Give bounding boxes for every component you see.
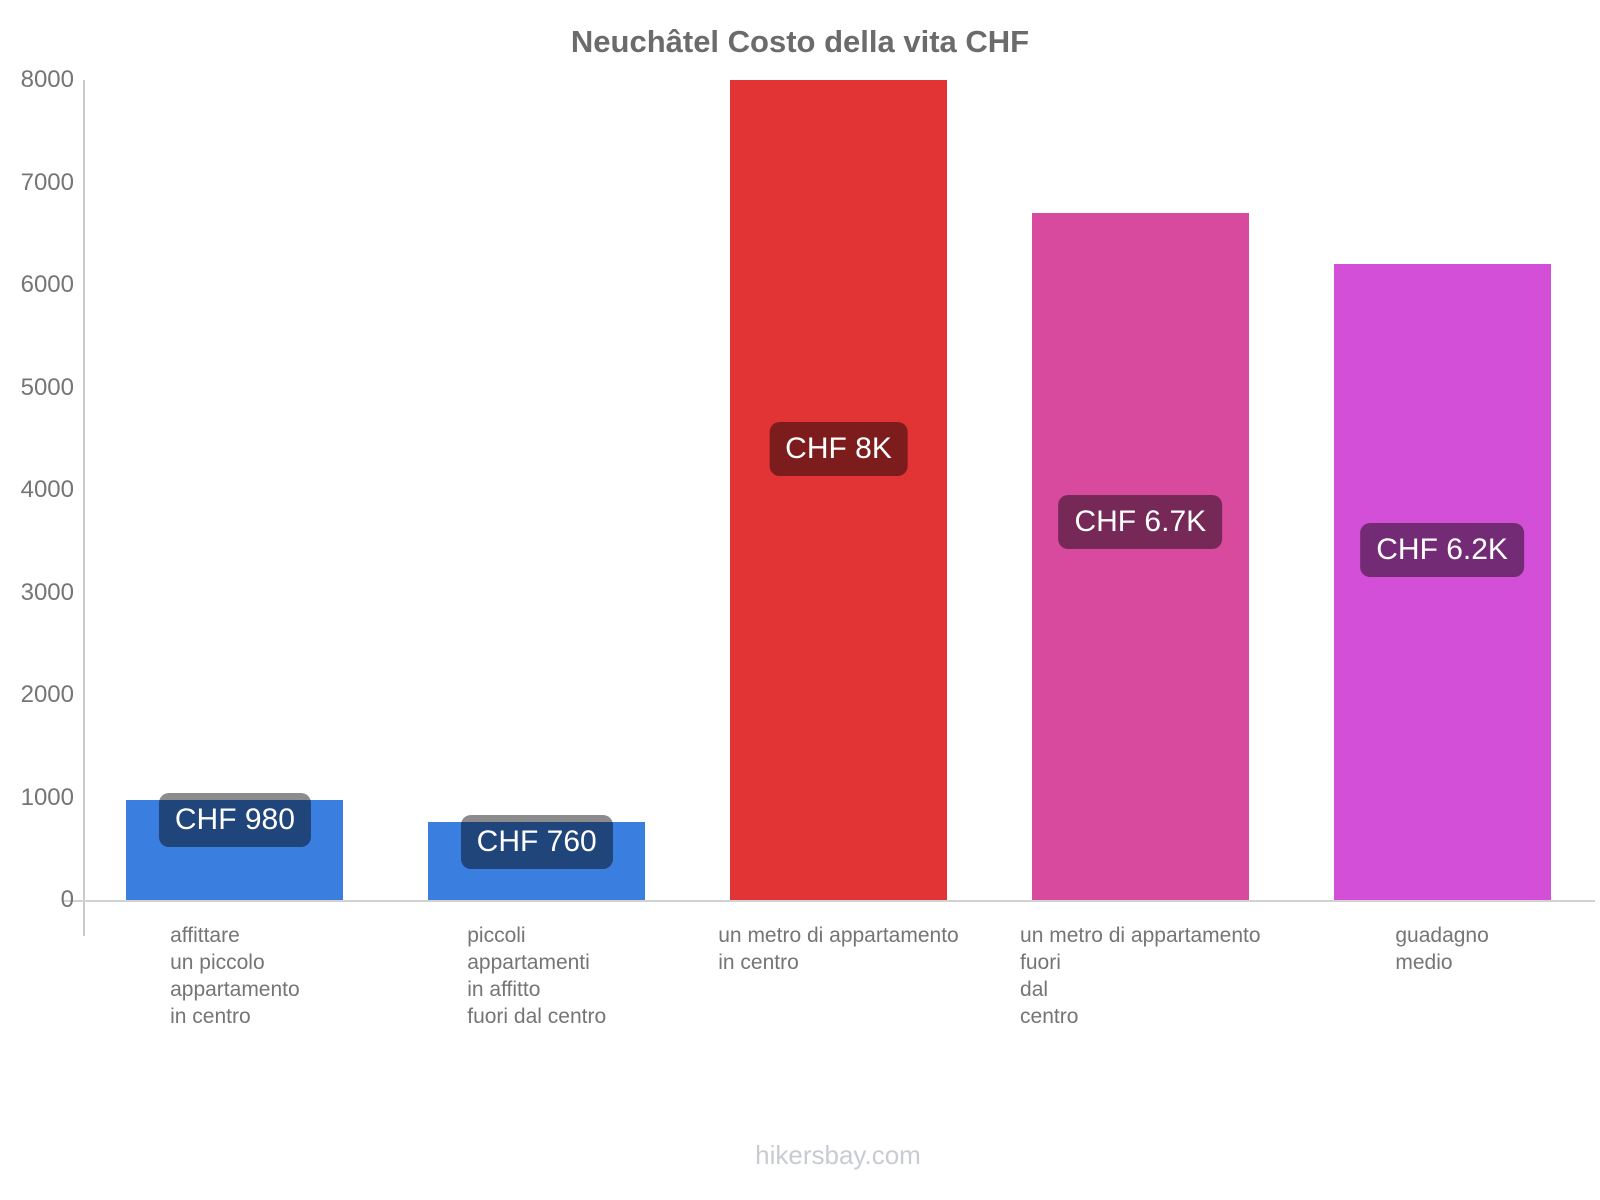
x-axis-category-label: piccoli appartamenti in affitto fuori dal c… bbox=[386, 922, 688, 1030]
x-axis-category-label-line: guadagno bbox=[1395, 924, 1489, 947]
x-axis-category-label-line: fuori bbox=[1020, 951, 1061, 974]
y-axis-tick-label: 0 bbox=[60, 886, 74, 913]
chart-bar[interactable] bbox=[428, 822, 646, 900]
x-axis-category-label-line: in affitto bbox=[467, 978, 541, 1001]
x-axis-category-label-text: affittare un piccolo appartamento in centro bbox=[170, 922, 300, 1030]
x-axis-category-label-line: appartamento bbox=[170, 978, 300, 1001]
x-axis-category-label-line: in centro bbox=[170, 1005, 251, 1028]
x-axis-line bbox=[64, 900, 1595, 902]
chart-bar[interactable] bbox=[1333, 264, 1551, 900]
x-axis-category-label-line: medio bbox=[1395, 951, 1453, 974]
watermark: hikersbay.com bbox=[755, 1140, 921, 1170]
x-axis-category-label-text: un metro di appartamento fuori dal centro bbox=[1020, 922, 1260, 1030]
bar-value-label: CHF 760 bbox=[460, 815, 613, 869]
x-axis-category-label-line: affittare bbox=[170, 924, 240, 947]
x-axis-category-label: guadagno medio bbox=[1291, 922, 1593, 976]
y-axis-tick-label: 3000 bbox=[20, 578, 74, 606]
bar-value-label: CHF 6.2K bbox=[1360, 523, 1524, 578]
chart-bar[interactable] bbox=[1031, 213, 1249, 900]
x-axis-category-label: un metro di appartamento in centro bbox=[688, 922, 990, 976]
x-axis-category-label: affittare un piccolo appartamento in centro bbox=[84, 922, 386, 1030]
y-axis-tick-label: 6000 bbox=[20, 271, 74, 298]
x-axis-category-label-line: appartamenti bbox=[467, 951, 590, 974]
y-axis-tick-label: 5000 bbox=[20, 373, 74, 401]
x-axis-category-label-line: in centro bbox=[718, 951, 799, 974]
bar-value-label: CHF 980 bbox=[158, 793, 311, 847]
chart-bar[interactable] bbox=[730, 80, 947, 900]
y-axis-tick-label: 4000 bbox=[20, 476, 74, 503]
y-axis-tick-label: 2000 bbox=[20, 681, 74, 708]
bar-value-label: CHF 6.7K bbox=[1058, 495, 1223, 550]
x-axis-category-label-text: un metro di appartamento in centro bbox=[718, 922, 958, 976]
x-axis-category-label-line: un metro di appartamento bbox=[1020, 924, 1261, 947]
y-axis-tick-label: 7000 bbox=[20, 168, 74, 196]
x-axis-category-label-line: centro bbox=[1020, 1005, 1079, 1028]
y-axis-tick-label: 8000 bbox=[20, 66, 74, 93]
x-axis-category-label-text: piccoli appartamenti in affitto fuori dal c… bbox=[467, 922, 606, 1030]
x-axis-category-label-line: fuori dal centro bbox=[467, 1005, 607, 1028]
bar-value-label: CHF 8K bbox=[769, 422, 908, 476]
x-axis-category-label: un metro di appartamento fuori dal centro bbox=[989, 922, 1291, 1030]
chart-title: Neuchâtel Costo della vita CHF bbox=[570, 24, 1030, 59]
x-axis-category-label-text: guadagno medio bbox=[1395, 922, 1488, 976]
x-axis-category-label-line: un piccolo bbox=[170, 951, 265, 974]
y-axis-tick-label: 1000 bbox=[20, 783, 74, 811]
y-axis-line bbox=[83, 80, 85, 936]
x-axis-category-label-line: piccoli bbox=[467, 924, 526, 947]
x-axis-category-label-line: dal bbox=[1020, 978, 1049, 1001]
chart-bar[interactable] bbox=[126, 800, 344, 900]
x-axis-category-label-line: un metro di appartamento bbox=[718, 924, 959, 947]
